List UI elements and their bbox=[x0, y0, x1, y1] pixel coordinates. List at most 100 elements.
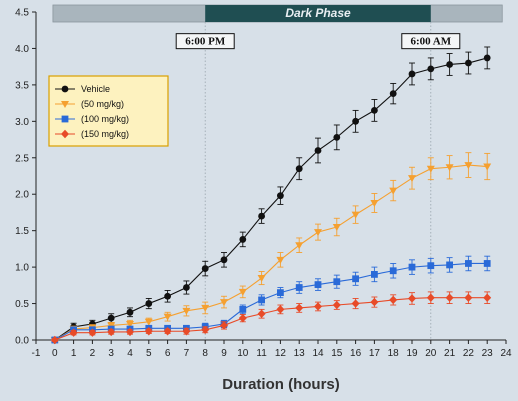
x-tick-label: 22 bbox=[463, 348, 475, 359]
data-point bbox=[163, 327, 172, 336]
data-point bbox=[239, 236, 247, 243]
data-point bbox=[483, 293, 492, 302]
data-point bbox=[352, 275, 359, 283]
y-tick-label: 3.0 bbox=[15, 117, 29, 128]
legend-marker bbox=[61, 101, 69, 108]
legend-label: (150 mg/kg) bbox=[81, 129, 129, 139]
x-tick-label: 18 bbox=[388, 348, 400, 359]
x-tick-label: 13 bbox=[294, 348, 306, 359]
data-point bbox=[107, 314, 115, 322]
data-point bbox=[277, 289, 284, 297]
x-tick-label: 16 bbox=[350, 348, 362, 359]
time-marker-box bbox=[175, 33, 235, 50]
data-point bbox=[238, 313, 247, 323]
x-tick-label: 9 bbox=[221, 348, 227, 359]
data-point bbox=[258, 296, 265, 304]
x-tick-label: 5 bbox=[146, 348, 152, 359]
data-point bbox=[144, 318, 153, 326]
y-tick-label: 1.0 bbox=[15, 263, 29, 274]
x-tick-label: 0 bbox=[52, 348, 58, 359]
data-point bbox=[144, 327, 153, 336]
dark-phase-bar bbox=[205, 5, 431, 22]
data-point bbox=[408, 263, 416, 271]
data-point bbox=[427, 65, 435, 73]
legend: Vehicle (50 mg/kg) (100 mg/kg) (150 mg/kg) bbox=[48, 75, 169, 147]
data-point bbox=[50, 335, 59, 345]
data-point bbox=[408, 70, 416, 78]
data-point bbox=[88, 328, 97, 337]
phase-bar: Dark Phase bbox=[52, 4, 503, 23]
data-point bbox=[163, 313, 172, 321]
time-marker-box bbox=[401, 33, 461, 50]
x-tick-label: 17 bbox=[369, 348, 381, 359]
data-point bbox=[446, 61, 453, 68]
data-point bbox=[183, 284, 190, 291]
data-point bbox=[427, 262, 435, 270]
data-point bbox=[257, 275, 266, 283]
x-ticks: -1 0 1 2 3 4 5 6 7 8 9 10 11 12 13 14 15 16 17 18 19 20 21 22 23… bbox=[32, 340, 512, 359]
y-tick-label: 3.5 bbox=[15, 80, 29, 91]
series-layer bbox=[50, 46, 492, 345]
data-point bbox=[295, 242, 304, 250]
data-point bbox=[426, 293, 435, 302]
x-tick-label: 21 bbox=[444, 348, 456, 359]
x-tick-label: 4 bbox=[127, 348, 133, 359]
x-tick-label: 1 bbox=[71, 348, 77, 359]
x-tick-label: -1 bbox=[32, 348, 41, 359]
y-tick-label: 4.5 bbox=[15, 8, 29, 19]
legend-marker bbox=[61, 85, 69, 93]
x-tick-label: 3 bbox=[108, 348, 114, 359]
x-axis-label: Duration (hours) bbox=[222, 376, 340, 393]
data-point bbox=[314, 229, 322, 237]
series-150-mg-kg bbox=[50, 291, 492, 345]
x-tick-label: 24 bbox=[500, 348, 512, 359]
data-point bbox=[126, 327, 134, 337]
data-point bbox=[483, 163, 492, 171]
data-point bbox=[295, 284, 303, 291]
data-point bbox=[389, 295, 398, 305]
y-tick-label: 2.0 bbox=[15, 190, 29, 201]
data-point bbox=[107, 327, 116, 337]
data-point bbox=[201, 325, 210, 334]
data-point bbox=[389, 267, 397, 275]
data-point bbox=[239, 305, 247, 313]
data-point bbox=[352, 117, 359, 125]
data-point bbox=[465, 59, 472, 67]
data-point bbox=[408, 175, 416, 183]
data-point bbox=[464, 162, 473, 170]
x-tick-label: 20 bbox=[425, 348, 437, 359]
y-ticks: 0.0 0.5 1.0 1.5 2.0 2.5 3.0 3.5 4.0 4.5 bbox=[15, 8, 36, 347]
data-point bbox=[483, 54, 491, 62]
data-point bbox=[389, 90, 397, 98]
data-point bbox=[69, 328, 78, 337]
data-point bbox=[238, 288, 247, 296]
x-tick-label: 14 bbox=[312, 348, 324, 359]
data-point bbox=[276, 256, 285, 264]
data-point bbox=[220, 299, 228, 307]
data-point bbox=[126, 320, 134, 328]
data-point bbox=[201, 304, 210, 312]
x-tick-label: 10 bbox=[237, 348, 249, 359]
data-point bbox=[220, 321, 228, 330]
data-point bbox=[164, 292, 172, 300]
data-point bbox=[426, 165, 435, 173]
legend-marker bbox=[61, 115, 69, 123]
data-point bbox=[332, 300, 341, 310]
data-point bbox=[295, 303, 304, 313]
data-point bbox=[314, 147, 322, 154]
time-marker-label: 6:00 PM bbox=[185, 36, 226, 48]
data-point bbox=[464, 293, 473, 302]
x-tick-label: 6 bbox=[165, 348, 171, 359]
data-point bbox=[314, 281, 322, 289]
y-tick-label: 1.5 bbox=[15, 226, 29, 237]
data-point bbox=[182, 327, 191, 336]
data-point bbox=[201, 265, 209, 272]
data-point bbox=[445, 164, 454, 172]
data-point bbox=[389, 187, 398, 195]
data-point bbox=[483, 260, 491, 267]
data-point bbox=[277, 192, 284, 200]
data-point bbox=[351, 299, 360, 308]
data-point bbox=[314, 302, 322, 311]
x-tick-label: 2 bbox=[90, 348, 96, 359]
